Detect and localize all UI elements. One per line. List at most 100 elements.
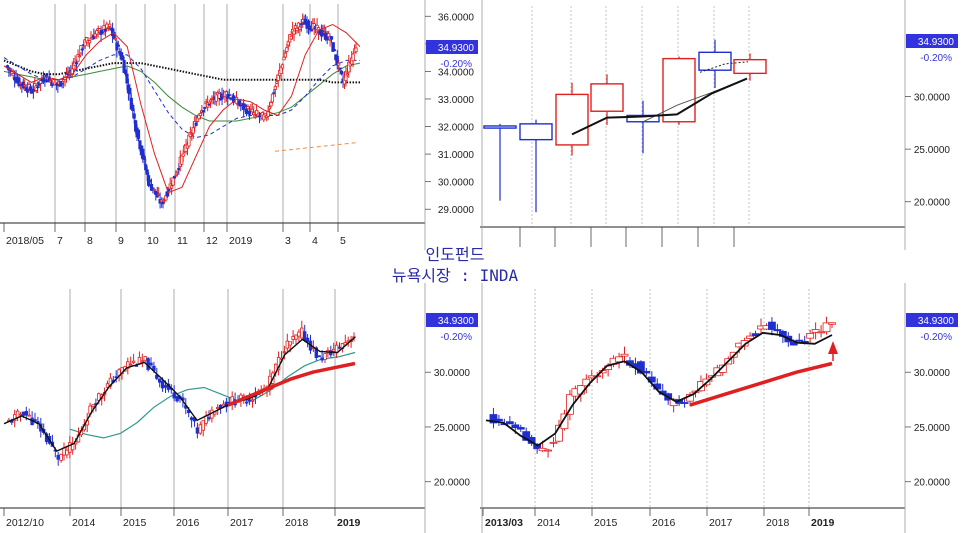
weekly-candle <box>247 399 252 402</box>
quarterly-last-price: 34.9300 <box>918 37 955 48</box>
monthly-chart: 2013/03 2014 2015 2016 2017 2018 2019 30.0000 25… <box>480 283 958 533</box>
daily-candle <box>247 110 252 115</box>
daily-candle <box>142 155 146 160</box>
monthly-change-pct: -0.20% <box>920 332 952 343</box>
daily-x-tick-label: 7 <box>57 235 63 247</box>
monthly-candle <box>544 449 552 452</box>
weekly-chart-panel: 2012/10 2014 2015 2016 2017 2018 2019 30.0000 25… <box>0 283 480 533</box>
monthly-candle <box>746 335 754 339</box>
weekly-candle <box>250 399 255 402</box>
daily-candle <box>171 177 175 186</box>
monthly-candle <box>795 339 804 342</box>
daily-candle <box>11 73 15 76</box>
weekly-candle <box>297 331 301 337</box>
daily-candle <box>273 85 277 90</box>
daily-candle <box>327 33 331 38</box>
weekly-candle <box>59 453 63 461</box>
daily-candle <box>282 56 286 61</box>
daily-candle <box>299 23 303 26</box>
weekly-candle <box>27 414 31 417</box>
weekly-candle <box>128 363 133 366</box>
monthly-candle <box>636 361 645 374</box>
quarterly-y-tick-label: 30.0000 <box>914 93 951 104</box>
daily-candle <box>74 62 79 65</box>
daily-candle <box>108 23 112 27</box>
monthly-ma-red <box>689 361 833 407</box>
weekly-candle <box>323 353 327 360</box>
monthly-candle <box>511 424 520 429</box>
monthly-candle <box>822 322 831 333</box>
daily-x-tick-label: 4 <box>312 235 318 247</box>
daily-candle <box>267 106 272 110</box>
daily-ma-red <box>3 23 361 194</box>
monthly-candle <box>718 364 727 373</box>
monthly-y-tick-label: 20.0000 <box>914 478 951 489</box>
weekly-y-tick-label: 30.0000 <box>434 368 471 379</box>
weekly-x-tick-label: 2019 <box>337 517 361 529</box>
weekly-candle <box>302 331 307 341</box>
daily-candle <box>190 133 194 135</box>
monthly-candle <box>806 333 815 339</box>
monthly-last-price-box <box>906 313 958 327</box>
weekly-last-price: 34.9300 <box>438 316 475 327</box>
daily-candle <box>103 28 107 32</box>
daily-last-price: 34.9300 <box>438 43 475 54</box>
daily-candle <box>28 86 33 91</box>
daily-candle <box>144 164 148 171</box>
daily-candle <box>246 106 250 110</box>
daily-x-tick-label: 11 <box>177 235 188 247</box>
weekly-x-tick-label: 2015 <box>123 517 147 529</box>
weekly-x-tick-label: 2012/10 <box>6 517 44 529</box>
daily-candle <box>237 100 241 106</box>
daily-candle <box>128 87 132 95</box>
daily-candle <box>60 82 64 85</box>
weekly-candle <box>244 401 249 404</box>
daily-candle <box>181 153 185 157</box>
daily-y-tick-label: 31.0000 <box>438 150 475 161</box>
weekly-x-tick-label: 2017 <box>230 517 254 529</box>
daily-candle <box>257 115 262 118</box>
daily-candle <box>208 99 213 103</box>
daily-candle <box>136 129 141 139</box>
daily-candle <box>148 180 152 182</box>
daily-change-pct: -0.20% <box>440 59 472 70</box>
daily-candle <box>269 102 273 107</box>
daily-candle <box>174 174 178 177</box>
monthly-x-tick-label: 2015 <box>594 517 618 529</box>
weekly-candle <box>291 336 295 340</box>
weekly-candle <box>285 340 289 349</box>
weekly-candle <box>131 360 136 363</box>
weekly-candle <box>331 348 336 352</box>
fund-title-line2: 뉴욕시장 : INDA <box>391 266 519 285</box>
daily-candle <box>46 80 50 83</box>
monthly-candle <box>811 329 820 333</box>
daily-ma-blue <box>3 54 360 139</box>
daily-candle <box>337 62 341 66</box>
daily-candle <box>227 94 231 96</box>
daily-candle <box>244 108 249 115</box>
daily-y-tick-label: 36.0000 <box>438 12 475 23</box>
daily-candle <box>77 55 82 58</box>
daily-candle <box>270 93 275 103</box>
daily-candle <box>145 169 149 175</box>
daily-candle <box>338 67 342 70</box>
daily-candle <box>301 19 305 23</box>
daily-y-tick-label: 29.0000 <box>438 205 475 216</box>
daily-y-tick-label: 34.0000 <box>438 67 475 78</box>
weekly-candle <box>149 362 153 366</box>
daily-candle <box>76 54 80 62</box>
monthly-candle <box>773 329 782 332</box>
quarterly-change-pct: -0.20% <box>920 53 952 64</box>
quarterly-candle <box>483 125 517 129</box>
daily-candle <box>123 69 128 75</box>
daily-candle <box>44 74 48 77</box>
weekly-candle <box>65 449 69 456</box>
daily-candle <box>217 93 221 99</box>
monthly-x-tick-label: 2017 <box>709 517 733 529</box>
weekly-candle <box>24 410 28 416</box>
monthly-x-tick-label: 2019 <box>811 517 835 529</box>
quarterly-candle <box>519 123 553 141</box>
daily-x-tick-label: 2019 <box>229 235 253 247</box>
monthly-candle <box>495 418 503 422</box>
weekly-candle <box>155 374 159 379</box>
